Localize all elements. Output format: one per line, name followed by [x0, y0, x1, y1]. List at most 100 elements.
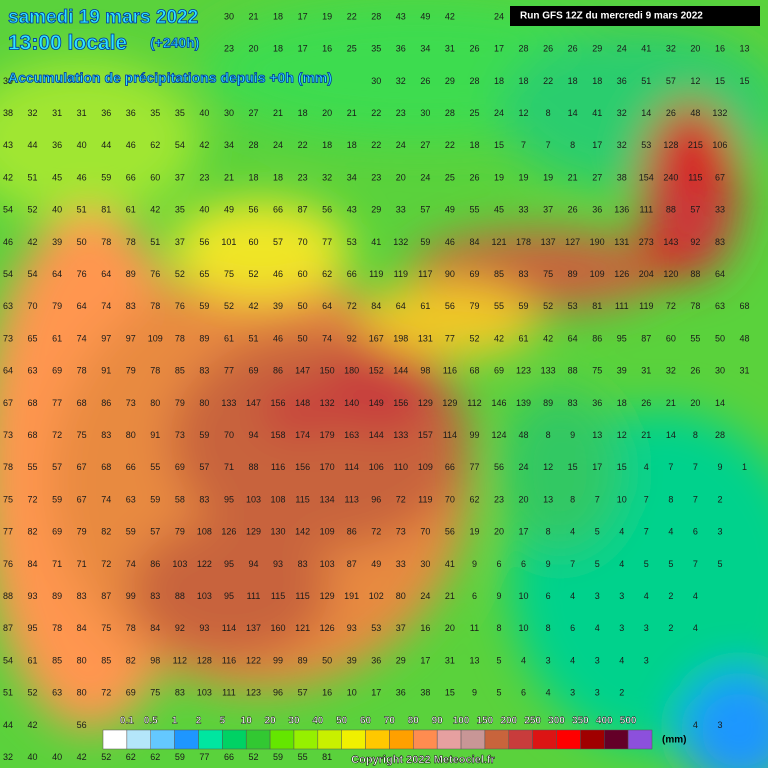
grid-value: 65 [28, 333, 38, 343]
grid-value: 44 [28, 140, 38, 150]
grid-value: 78 [52, 623, 62, 633]
grid-value: 85 [52, 655, 62, 665]
legend-swatch [484, 729, 510, 750]
grid-value: 80 [150, 398, 160, 408]
legend-swatch [627, 729, 653, 750]
grid-value: 72 [52, 430, 62, 440]
grid-value: 8 [570, 140, 575, 150]
grid-value: 18 [273, 172, 283, 182]
legend-swatch [604, 729, 629, 750]
grid-value: 134 [320, 494, 335, 504]
grid-value: 19 [543, 172, 553, 182]
grid-value: 33 [396, 559, 406, 569]
grid-value: 126 [614, 269, 629, 279]
grid-value: 19 [519, 172, 529, 182]
grid-value: 77 [445, 333, 455, 343]
grid-value: 131 [418, 333, 433, 343]
grid-value: 119 [369, 269, 383, 279]
grid-value: 28 [715, 430, 725, 440]
grid-value: 73 [396, 527, 406, 537]
grid-value: 60 [248, 237, 258, 247]
grid-value: 83 [199, 366, 209, 376]
grid-value: 147 [246, 398, 261, 408]
grid-value: 99 [273, 655, 283, 665]
grid-value: 93 [28, 591, 38, 601]
grid-value: 82 [101, 527, 111, 537]
grid-value: 215 [688, 140, 703, 150]
grid-value: 88 [568, 366, 578, 376]
grid-value: 97 [101, 333, 111, 343]
grid-value: 122 [197, 559, 212, 569]
grid-value: 108 [197, 527, 212, 537]
grid-value: 115 [271, 591, 285, 601]
grid-value: 2 [668, 591, 673, 601]
legend-label: 40 [312, 716, 324, 727]
grid-value: 59 [175, 752, 185, 762]
grid-value: 75 [592, 366, 602, 376]
grid-value: 179 [320, 430, 335, 440]
grid-value: 70 [445, 494, 455, 504]
grid-value: 115 [295, 591, 309, 601]
grid-value: 50 [715, 333, 725, 343]
grid-value: 30 [420, 559, 430, 569]
grid-value: 15 [445, 688, 455, 698]
grid-value: 68 [469, 366, 479, 376]
legend-swatch [174, 729, 199, 750]
grid-value: 80 [199, 398, 209, 408]
grid-value: 77 [322, 237, 332, 247]
grid-value: 60 [150, 172, 160, 182]
grid-value: 149 [369, 398, 384, 408]
grid-value: 131 [614, 237, 629, 247]
grid-value: 9 [496, 591, 501, 601]
grid-value: 36 [371, 655, 381, 665]
grid-value: 123 [246, 688, 261, 698]
grid-value: 3 [595, 655, 600, 665]
grid-value: 121 [491, 237, 506, 247]
grid-value: 51 [150, 237, 160, 247]
grid-value: 8 [496, 623, 501, 633]
grid-value: 57 [150, 527, 160, 537]
grid-value: 80 [77, 655, 87, 665]
grid-value: 18 [298, 108, 308, 118]
grid-value: 52 [224, 301, 234, 311]
grid-value: 43 [396, 11, 406, 21]
grid-value: 42 [199, 140, 209, 150]
grid-value: 32 [666, 366, 676, 376]
grid-value: 75 [3, 494, 13, 504]
grid-value: 90 [445, 269, 455, 279]
legend-swatch [269, 729, 295, 750]
grid-value: 31 [739, 366, 749, 376]
legend-label: 150 [477, 716, 494, 727]
grid-value: 84 [77, 623, 87, 633]
grid-value: 55 [298, 752, 308, 762]
grid-value: 127 [565, 237, 580, 247]
grid-value: 20 [322, 108, 332, 118]
grid-value: 25 [445, 172, 455, 182]
grid-value: 52 [248, 752, 258, 762]
grid-value: 111 [247, 591, 261, 601]
grid-value: 75 [543, 269, 553, 279]
grid-value: 4 [619, 655, 624, 665]
grid-value: 88 [666, 205, 676, 215]
grid-value: 24 [494, 108, 504, 118]
grid-value: 15 [739, 76, 749, 86]
legend-label: 200 [500, 716, 517, 727]
grid-value: 82 [28, 527, 38, 537]
grid-value: 31 [445, 655, 455, 665]
grid-value: 32 [617, 108, 627, 118]
grid-value: 99 [126, 591, 136, 601]
grid-value: 91 [150, 430, 160, 440]
grid-value: 23 [371, 172, 381, 182]
field-title: Accumulation de précipitations depuis +0… [8, 70, 332, 86]
grid-value: 17 [519, 527, 529, 537]
grid-value: 95 [224, 591, 234, 601]
grid-value: 18 [273, 44, 283, 54]
grid-value: 6 [693, 527, 698, 537]
grid-value: 24 [617, 44, 627, 54]
grid-value: 29 [592, 44, 602, 54]
legend-label: 60 [360, 716, 372, 727]
grid-value: 163 [344, 430, 359, 440]
legend: 0.1 0.5 1 2 5 10 20 30 40 50 60 70 80 90 100 150 200 250 3… [102, 715, 686, 750]
grid-value: 74 [126, 559, 136, 569]
